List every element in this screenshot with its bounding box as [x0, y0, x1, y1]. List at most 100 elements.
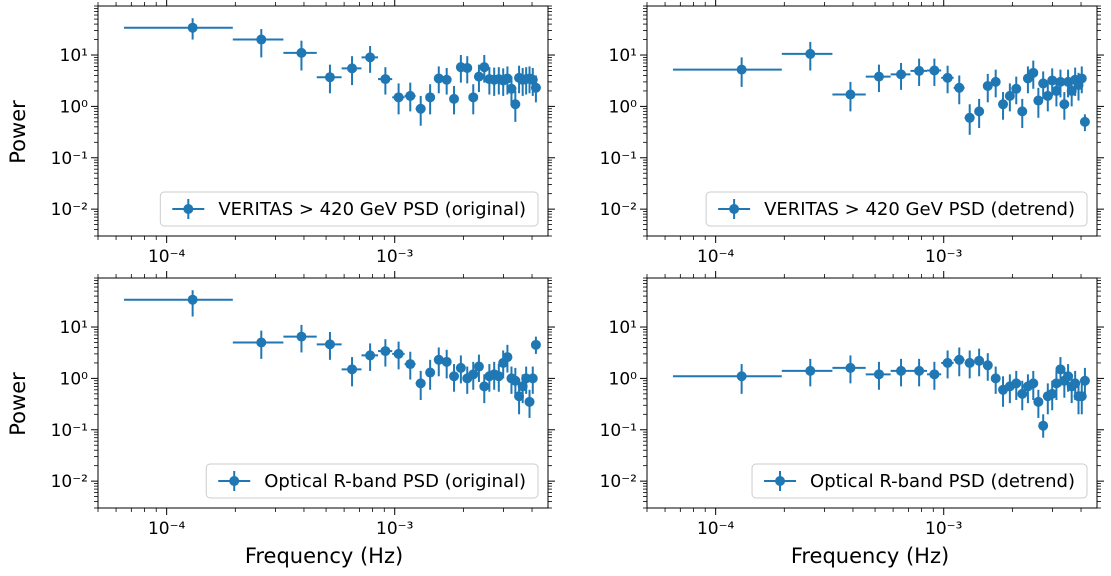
data-marker	[896, 69, 907, 80]
y-tick-label: 10¹	[609, 46, 637, 66]
data-point	[316, 332, 342, 360]
data-point	[493, 364, 504, 392]
data-point	[1022, 374, 1033, 404]
data-marker	[873, 369, 884, 380]
data-marker	[1011, 83, 1022, 94]
data-marker	[393, 348, 404, 359]
plot-frame	[97, 5, 549, 237]
legend-label: VERITAS > 420 GeV PSD (original)	[218, 199, 526, 220]
data-marker	[954, 82, 965, 93]
data-point	[1051, 370, 1062, 400]
data-point	[1055, 69, 1066, 98]
data-marker	[942, 72, 953, 83]
data-marker	[974, 355, 985, 366]
y-axis-label-bottom: Power	[6, 372, 30, 436]
data-marker	[805, 365, 816, 376]
data-series	[123, 290, 541, 418]
legend-handle-marker	[183, 204, 194, 214]
major-ticks	[640, 271, 1104, 515]
data-marker	[527, 373, 538, 384]
data-point	[998, 92, 1009, 120]
y-axis-label-top: Power	[6, 100, 30, 164]
data-marker	[449, 93, 460, 104]
data-point	[510, 90, 521, 122]
data-marker	[942, 357, 953, 368]
data-point	[123, 290, 233, 317]
data-series	[672, 41, 1090, 135]
major-ticks	[91, 0, 555, 243]
data-point	[1033, 389, 1044, 418]
data-marker	[380, 346, 391, 357]
data-marker	[441, 74, 452, 85]
data-marker	[1038, 420, 1049, 431]
data-point	[510, 367, 521, 398]
data-point	[982, 353, 993, 381]
y-tick-label: 10⁻¹	[51, 149, 88, 169]
minor-ticks	[643, 2, 1101, 240]
y-tick-label: 10⁰	[609, 97, 638, 117]
data-marker	[1047, 388, 1058, 399]
y-tick-label: 10⁰	[60, 369, 89, 389]
data-marker	[982, 80, 993, 91]
data-marker	[433, 354, 444, 365]
panel-veritas-detrend: 10⁻⁴ 10⁻³ 10⁻² 10⁻¹ 10⁰ 10¹ VERITAS > 420 GeV …	[600, 0, 1104, 267]
data-marker	[873, 71, 884, 82]
data-marker	[1017, 388, 1028, 399]
x-tick-label: 10⁻⁴	[148, 519, 186, 539]
y-tick-label: 10⁻¹	[51, 421, 88, 441]
x-tick-label: 10⁻⁴	[697, 519, 735, 539]
data-point	[974, 348, 985, 377]
data-point	[506, 76, 517, 105]
data-marker	[896, 365, 907, 376]
data-point	[433, 347, 444, 377]
data-point	[1059, 92, 1070, 120]
data-point	[832, 81, 866, 112]
data-point	[449, 85, 460, 115]
legend: Optical R-band PSD (original)	[205, 463, 539, 499]
data-marker	[506, 83, 517, 94]
data-point	[502, 344, 513, 373]
data-point	[425, 84, 436, 115]
panel-veritas-original: 10⁻⁴ 10⁻³ 10⁻² 10⁻¹ 10⁰ 10¹ VERITAS > 420 GeV …	[51, 0, 555, 267]
data-point	[672, 57, 782, 87]
data-point	[1079, 114, 1090, 132]
data-point	[232, 29, 284, 58]
data-point	[1022, 66, 1033, 94]
x-tick-label: 10⁻⁴	[148, 247, 186, 267]
data-point	[781, 41, 833, 71]
data-marker	[736, 371, 747, 382]
data-point	[455, 355, 466, 384]
minor-ticks	[94, 274, 552, 512]
data-marker	[1033, 95, 1044, 106]
x-tick-label: 10⁻⁴	[697, 247, 735, 267]
y-tick-label: 10⁰	[609, 369, 638, 389]
y-tick-label: 10⁻²	[51, 200, 88, 220]
data-point	[378, 339, 393, 367]
legend-frame	[705, 191, 1088, 227]
data-marker	[1017, 106, 1028, 117]
data-point	[927, 361, 942, 390]
data-point	[781, 358, 833, 387]
data-point	[1004, 374, 1015, 404]
data-marker	[380, 74, 391, 85]
data-point	[462, 56, 473, 84]
data-marker	[914, 65, 925, 76]
data-point	[1076, 66, 1087, 94]
data-point	[941, 350, 954, 379]
data-marker	[990, 76, 1001, 87]
y-tick-label: 10¹	[60, 318, 88, 338]
data-point	[283, 324, 317, 353]
data-point	[316, 64, 342, 94]
data-marker	[1038, 78, 1049, 89]
minor-ticks	[643, 274, 1101, 512]
plot-frame	[97, 277, 549, 509]
data-point	[1017, 380, 1028, 411]
data-marker	[845, 362, 856, 373]
data-marker	[473, 71, 484, 82]
legend-frame	[205, 463, 539, 499]
panels: 10⁻⁴ 10⁻³ 10⁻² 10⁻¹ 10⁰ 10¹ VERITAS > 420 GeV …	[51, 0, 1104, 539]
data-marker	[468, 369, 479, 380]
legend: VERITAS > 420 GeV PSD (original)	[159, 191, 539, 227]
data-point	[392, 83, 405, 115]
